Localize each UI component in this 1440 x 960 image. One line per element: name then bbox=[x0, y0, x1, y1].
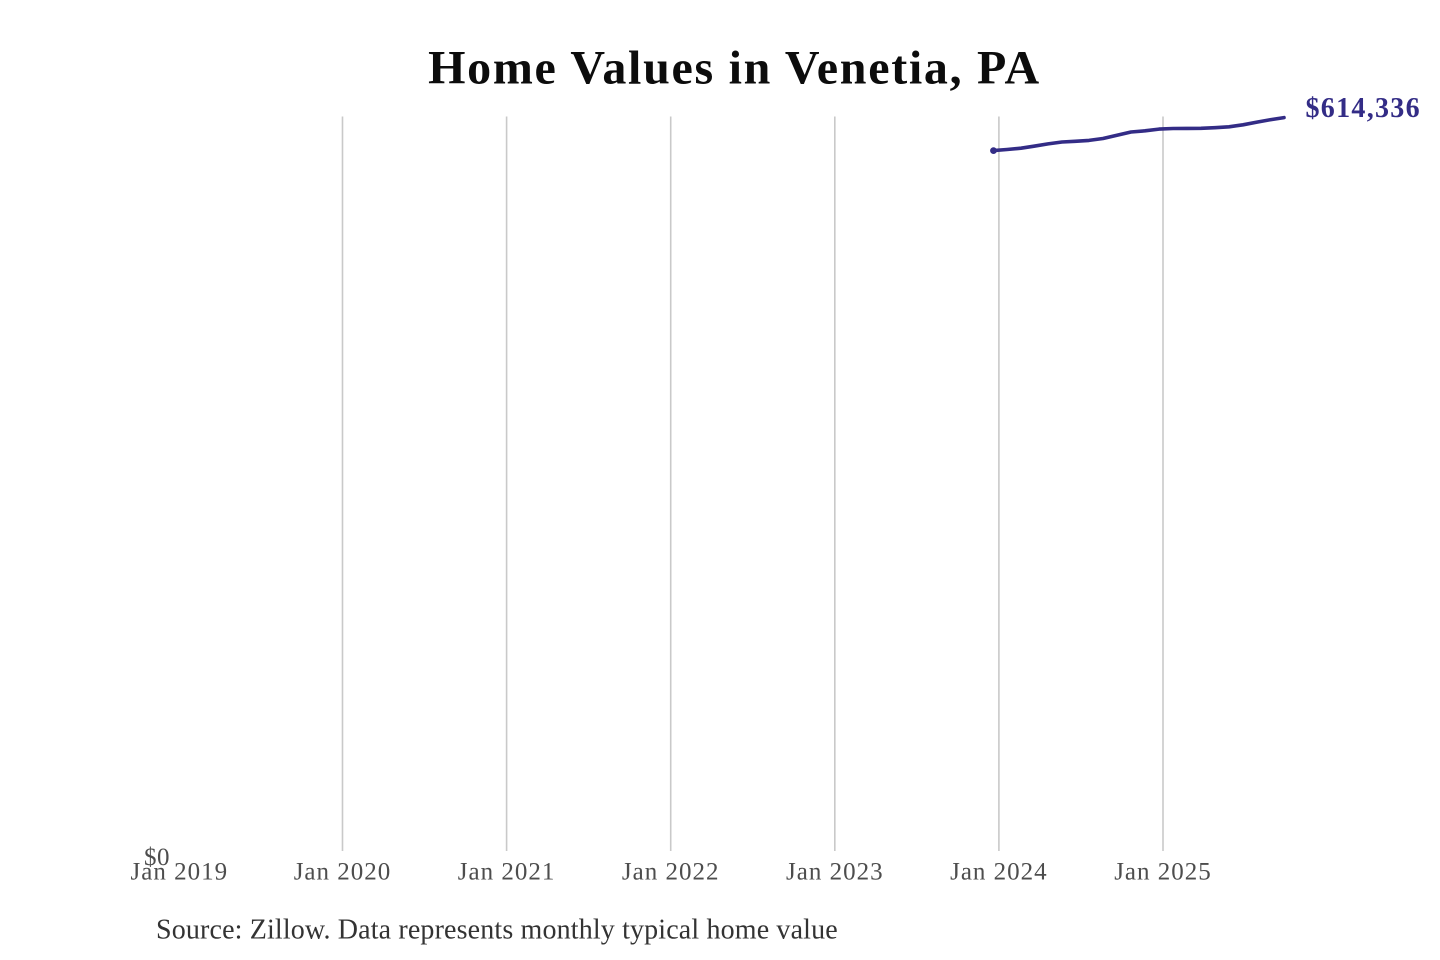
svg-text:$614,336: $614,336 bbox=[1306, 93, 1421, 124]
svg-text:$0: $0 bbox=[144, 844, 170, 871]
svg-text:Jan 2020: Jan 2020 bbox=[294, 859, 392, 886]
svg-text:Source: Zillow. Data represent: Source: Zillow. Data represents monthly … bbox=[156, 915, 838, 946]
svg-text:Jan 2022: Jan 2022 bbox=[622, 859, 720, 886]
svg-text:Home Values in Venetia, PA: Home Values in Venetia, PA bbox=[428, 42, 1041, 95]
svg-text:Jan 2024: Jan 2024 bbox=[950, 859, 1048, 886]
svg-text:Jan 2019: Jan 2019 bbox=[131, 859, 229, 886]
svg-text:Jan 2025: Jan 2025 bbox=[1114, 859, 1212, 886]
svg-text:Jan 2021: Jan 2021 bbox=[458, 859, 556, 886]
svg-text:Jan 2023: Jan 2023 bbox=[786, 859, 884, 886]
